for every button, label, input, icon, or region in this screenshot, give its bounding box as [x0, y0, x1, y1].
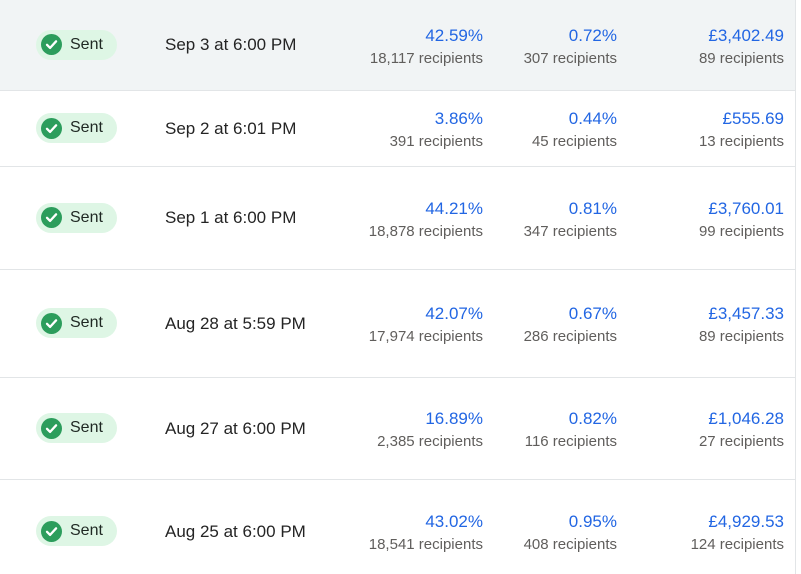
check-circle-icon: [41, 417, 62, 439]
status-cell: Sent: [0, 413, 150, 444]
status-badge: Sent: [36, 29, 117, 60]
open-recipients: 18,541 recipients: [368, 536, 483, 553]
click-rate-cell: 0.81% 347 recipients: [483, 195, 617, 242]
check-circle-icon: [41, 520, 62, 542]
status-badge: Sent: [36, 413, 117, 444]
click-rate-cell: 0.72% 307 recipients: [483, 22, 617, 69]
revenue-link[interactable]: £4,929.53: [708, 512, 784, 531]
open-rate-link[interactable]: 16.89%: [425, 409, 483, 428]
revenue-link[interactable]: £3,457.33: [708, 304, 784, 323]
click-rate-cell: 0.67% 286 recipients: [483, 300, 617, 347]
click-recipients: 116 recipients: [524, 433, 617, 450]
revenue-recipients: 89 recipients: [698, 49, 784, 67]
status-label: Sent: [70, 35, 103, 53]
open-rate-cell: 42.59% 18,117 recipients: [346, 22, 483, 69]
revenue-recipients: 13 recipients: [698, 133, 784, 150]
table-row[interactable]: Sent Sep 2 at 6:01 PM 3.86% 391 recipien…: [0, 91, 795, 167]
open-rate-cell: 43.02% 18,541 recipients: [346, 508, 483, 555]
open-rate-link[interactable]: 44.21%: [425, 198, 483, 218]
open-rate-cell: 3.86% 391 recipients: [346, 105, 483, 152]
open-rate-cell: 16.89% 2,385 recipients: [346, 405, 483, 452]
status-label: Sent: [70, 419, 103, 437]
send-date: Aug 25 at 6:00 PM: [165, 521, 306, 541]
status-cell: Sent: [0, 516, 150, 547]
check-circle-icon: [41, 34, 62, 56]
revenue-link[interactable]: £555.69: [722, 109, 784, 128]
open-recipients: 18,117 recipients: [369, 49, 483, 67]
click-recipients: 45 recipients: [531, 133, 617, 150]
click-recipients: 408 recipients: [523, 536, 617, 553]
revenue-link[interactable]: £3,760.01: [708, 198, 784, 218]
status-label: Sent: [70, 522, 103, 540]
status-cell: Sent: [0, 308, 150, 339]
revenue-recipients: 27 recipients: [698, 433, 784, 450]
click-rate-link[interactable]: 0.81%: [568, 198, 617, 218]
status-badge: Sent: [36, 516, 117, 547]
click-rate-link[interactable]: 0.95%: [568, 512, 617, 531]
revenue-recipients: 89 recipients: [698, 328, 784, 345]
open-recipients: 18,878 recipients: [368, 222, 483, 240]
send-date: Sep 3 at 6:00 PM: [165, 35, 297, 54]
click-recipients: 347 recipients: [523, 222, 617, 240]
click-rate-cell: 0.82% 116 recipients: [483, 405, 617, 452]
open-recipients: 391 recipients: [389, 133, 483, 150]
status-label: Sent: [70, 208, 103, 226]
open-recipients: 2,385 recipients: [377, 433, 483, 450]
status-label: Sent: [70, 314, 103, 332]
revenue-link[interactable]: £3,402.49: [708, 25, 784, 45]
table-row[interactable]: Sent Sep 3 at 6:00 PM 42.59% 18,117 reci…: [0, 0, 795, 91]
status-cell: Sent: [0, 113, 150, 144]
status-badge: Sent: [36, 202, 117, 233]
table-row[interactable]: Sent Aug 28 at 5:59 PM 42.07% 17,974 rec…: [0, 270, 795, 378]
open-rate-link[interactable]: 42.59%: [425, 25, 483, 45]
click-rate-link[interactable]: 0.44%: [568, 109, 617, 128]
revenue-cell: £3,760.01 99 recipients: [617, 195, 795, 242]
revenue-link[interactable]: £1,046.28: [708, 409, 784, 428]
check-circle-icon: [41, 117, 62, 139]
revenue-cell: £555.69 13 recipients: [617, 105, 795, 152]
send-date: Sep 1 at 6:00 PM: [165, 208, 297, 227]
status-cell: Sent: [0, 202, 150, 234]
click-recipients: 307 recipients: [523, 49, 617, 67]
status-label: Sent: [70, 119, 103, 137]
revenue-cell: £1,046.28 27 recipients: [617, 405, 795, 452]
click-rate-cell: 0.44% 45 recipients: [483, 105, 617, 152]
open-rate-cell: 42.07% 17,974 recipients: [346, 300, 483, 347]
open-recipients: 17,974 recipients: [368, 328, 483, 345]
open-rate-link[interactable]: 3.86%: [434, 109, 483, 128]
send-date: Aug 28 at 5:59 PM: [165, 313, 306, 333]
click-rate-link[interactable]: 0.82%: [568, 409, 617, 428]
click-rate-link[interactable]: 0.72%: [568, 25, 617, 45]
table-row[interactable]: Sent Aug 27 at 6:00 PM 16.89% 2,385 reci…: [0, 378, 795, 480]
click-rate-cell: 0.95% 408 recipients: [483, 508, 617, 555]
table-row[interactable]: Sent Aug 25 at 6:00 PM 43.02% 18,541 rec…: [0, 480, 795, 574]
check-circle-icon: [41, 312, 62, 334]
send-date: Sep 2 at 6:01 PM: [165, 118, 297, 138]
status-badge: Sent: [36, 308, 117, 339]
status-badge: Sent: [36, 113, 117, 144]
send-date: Aug 27 at 6:00 PM: [165, 418, 306, 438]
revenue-cell: £4,929.53 124 recipients: [617, 508, 795, 555]
revenue-recipients: 99 recipients: [698, 222, 784, 240]
open-rate-cell: 44.21% 18,878 recipients: [346, 195, 483, 242]
revenue-recipients: 124 recipients: [690, 536, 784, 553]
status-cell: Sent: [0, 29, 150, 61]
open-rate-link[interactable]: 43.02%: [425, 512, 483, 531]
revenue-cell: £3,402.49 89 recipients: [617, 22, 795, 69]
check-circle-icon: [41, 207, 62, 229]
revenue-cell: £3,457.33 89 recipients: [617, 300, 795, 347]
table-row[interactable]: Sent Sep 1 at 6:00 PM 44.21% 18,878 reci…: [0, 167, 795, 270]
open-rate-link[interactable]: 42.07%: [425, 304, 483, 323]
click-recipients: 286 recipients: [523, 328, 617, 345]
click-rate-link[interactable]: 0.67%: [568, 304, 617, 323]
